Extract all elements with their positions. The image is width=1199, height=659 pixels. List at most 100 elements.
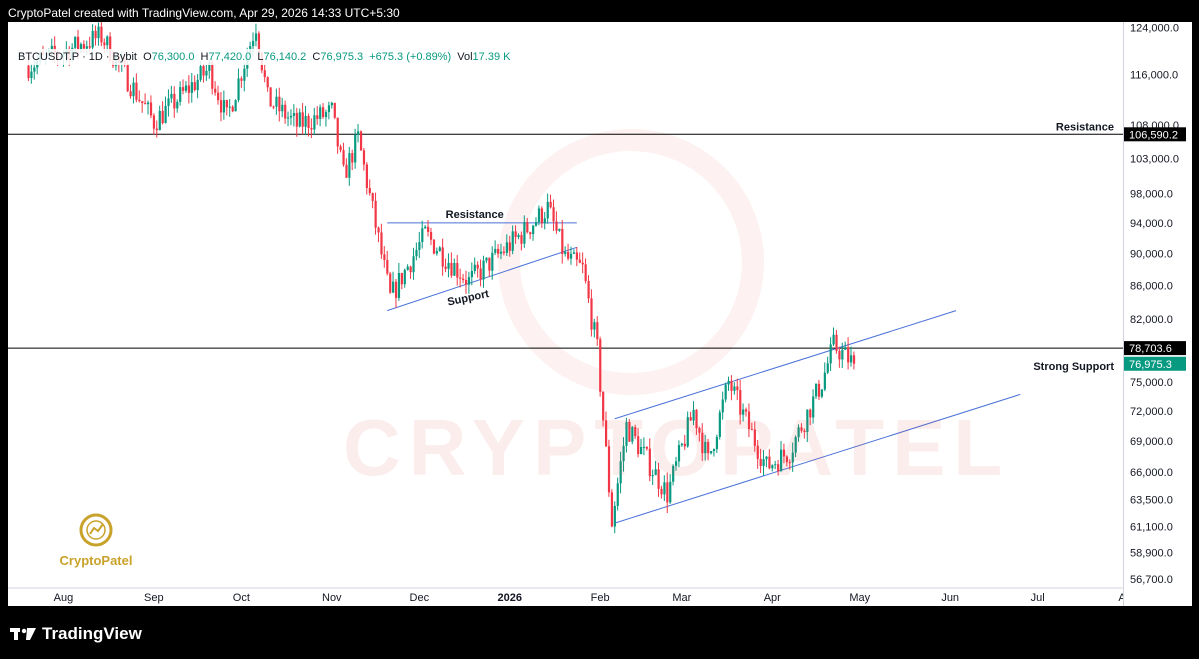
- candle[interactable]: [138, 99, 141, 102]
- candle[interactable]: [432, 239, 436, 254]
- candle[interactable]: [780, 449, 783, 472]
- candle[interactable]: [240, 78, 243, 81]
- candle[interactable]: [272, 106, 275, 108]
- candle[interactable]: [479, 268, 482, 280]
- candle[interactable]: [339, 146, 342, 151]
- candle[interactable]: [287, 117, 290, 119]
- candle[interactable]: [284, 104, 287, 119]
- candle[interactable]: [747, 411, 751, 430]
- candle[interactable]: [847, 347, 850, 363]
- candle[interactable]: [453, 262, 456, 276]
- candle[interactable]: [534, 222, 538, 226]
- candle[interactable]: [365, 164, 368, 188]
- candle[interactable]: [826, 363, 829, 373]
- candle[interactable]: [777, 464, 780, 472]
- candle[interactable]: [689, 417, 692, 421]
- candle[interactable]: [794, 437, 797, 453]
- candle[interactable]: [660, 488, 663, 495]
- candle[interactable]: [298, 112, 301, 127]
- candle[interactable]: [537, 208, 541, 223]
- candle[interactable]: [721, 399, 724, 413]
- candle[interactable]: [362, 150, 366, 165]
- candle[interactable]: [505, 242, 509, 253]
- candle[interactable]: [450, 262, 453, 276]
- candle[interactable]: [427, 226, 430, 232]
- candle[interactable]: [832, 334, 835, 345]
- candle[interactable]: [281, 104, 284, 112]
- candle[interactable]: [173, 93, 176, 109]
- candle[interactable]: [768, 456, 771, 469]
- candle[interactable]: [482, 260, 485, 280]
- candle[interactable]: [692, 409, 695, 421]
- candle[interactable]: [371, 193, 374, 201]
- candle[interactable]: [485, 257, 488, 261]
- candle[interactable]: [809, 409, 812, 418]
- candle[interactable]: [141, 101, 144, 104]
- candle[interactable]: [313, 115, 316, 130]
- candle[interactable]: [800, 427, 803, 431]
- candle[interactable]: [88, 46, 91, 48]
- candle[interactable]: [829, 344, 832, 364]
- candle[interactable]: [806, 409, 809, 433]
- candle[interactable]: [686, 417, 689, 447]
- candle[interactable]: [199, 66, 202, 80]
- candle[interactable]: [683, 443, 686, 447]
- candle[interactable]: [494, 248, 497, 253]
- candle[interactable]: [132, 82, 135, 97]
- candle[interactable]: [604, 420, 608, 447]
- candle[interactable]: [701, 432, 704, 454]
- candle[interactable]: [558, 228, 561, 231]
- candle[interactable]: [561, 228, 564, 255]
- candle[interactable]: [406, 266, 409, 270]
- candle[interactable]: [823, 372, 826, 390]
- candle[interactable]: [753, 429, 756, 446]
- candle[interactable]: [514, 231, 517, 238]
- candle[interactable]: [669, 481, 672, 503]
- candle[interactable]: [546, 201, 549, 219]
- candle[interactable]: [438, 247, 441, 252]
- candle[interactable]: [785, 456, 789, 463]
- candle[interactable]: [167, 98, 170, 106]
- candle[interactable]: [278, 96, 281, 112]
- candle[interactable]: [584, 264, 587, 282]
- candle[interactable]: [511, 231, 514, 251]
- candle[interactable]: [523, 222, 526, 244]
- candle[interactable]: [161, 110, 164, 124]
- candle[interactable]: [835, 334, 838, 351]
- candle[interactable]: [85, 46, 88, 49]
- candle[interactable]: [803, 430, 806, 433]
- candle[interactable]: [672, 465, 675, 482]
- candle[interactable]: [252, 40, 255, 47]
- candle[interactable]: [322, 107, 325, 117]
- candle[interactable]: [476, 264, 479, 269]
- candle[interactable]: [435, 251, 438, 254]
- candle[interactable]: [677, 445, 681, 462]
- candle[interactable]: [593, 322, 596, 330]
- candle[interactable]: [243, 68, 246, 81]
- candle[interactable]: [176, 101, 179, 109]
- candle[interactable]: [680, 443, 684, 446]
- candle[interactable]: [750, 429, 754, 431]
- candle[interactable]: [304, 115, 307, 127]
- candle[interactable]: [91, 30, 94, 48]
- candle[interactable]: [543, 218, 546, 224]
- candle[interactable]: [736, 386, 739, 391]
- candle[interactable]: [397, 273, 401, 298]
- candle[interactable]: [193, 82, 196, 91]
- candle[interactable]: [599, 339, 602, 392]
- candle[interactable]: [575, 252, 579, 260]
- candle[interactable]: [733, 386, 736, 391]
- candle[interactable]: [389, 273, 392, 293]
- candle[interactable]: [637, 436, 640, 455]
- candle[interactable]: [756, 445, 759, 459]
- candle[interactable]: [462, 278, 465, 281]
- candle[interactable]: [348, 153, 351, 178]
- candle[interactable]: [666, 482, 669, 503]
- candle[interactable]: [301, 112, 304, 127]
- candle[interactable]: [187, 85, 191, 93]
- candle[interactable]: [610, 492, 614, 527]
- candle[interactable]: [214, 88, 217, 93]
- candle[interactable]: [742, 409, 745, 415]
- candle[interactable]: [724, 384, 727, 400]
- candle[interactable]: [345, 164, 348, 178]
